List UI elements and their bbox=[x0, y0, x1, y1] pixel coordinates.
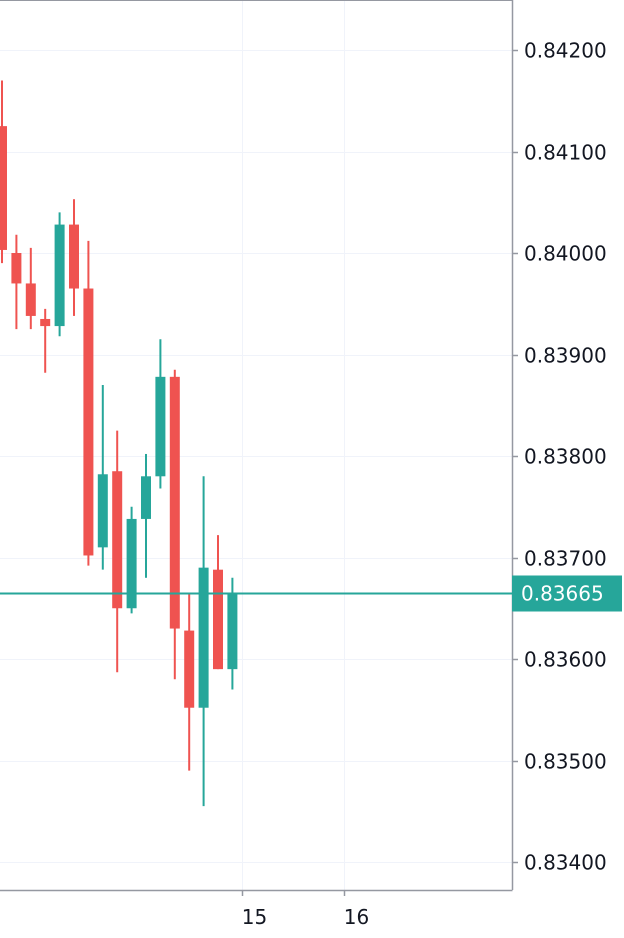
candle-body-down bbox=[213, 569, 223, 670]
candle-body-down bbox=[169, 376, 180, 629]
candle[interactable] bbox=[83, 240, 94, 566]
candle[interactable] bbox=[40, 308, 51, 373]
candle-body-up bbox=[198, 567, 209, 708]
candle[interactable] bbox=[126, 506, 137, 614]
y-tick-label: 0.84100 bbox=[524, 141, 607, 165]
candle[interactable] bbox=[54, 212, 65, 337]
candle-body-down bbox=[25, 283, 36, 316]
candle-body-up bbox=[126, 518, 137, 609]
candle[interactable] bbox=[198, 476, 209, 807]
candle[interactable] bbox=[112, 430, 123, 673]
candle[interactable] bbox=[69, 199, 79, 316]
candle-body-down bbox=[184, 630, 195, 708]
current-price-layer: 0.83665 bbox=[0, 575, 622, 612]
candle[interactable] bbox=[0, 80, 7, 264]
candle[interactable] bbox=[11, 234, 22, 330]
y-tick-label: 0.83700 bbox=[524, 547, 607, 571]
y-tick-label: 0.83500 bbox=[524, 750, 607, 774]
y-tick-label: 0.83900 bbox=[524, 344, 607, 368]
candle-body-up bbox=[54, 224, 65, 327]
candle[interactable] bbox=[97, 384, 108, 570]
candle-body-up bbox=[141, 476, 151, 519]
candle-body-down bbox=[11, 253, 22, 284]
candle-body-down bbox=[40, 318, 51, 327]
candle[interactable] bbox=[25, 247, 36, 330]
x-tick-label: 16 bbox=[344, 905, 369, 929]
candle-body-down bbox=[83, 288, 94, 556]
current-price-tag bbox=[512, 575, 622, 612]
candle[interactable] bbox=[184, 593, 195, 771]
candle-body-up bbox=[97, 474, 108, 548]
candle[interactable] bbox=[169, 369, 180, 680]
y-tick-label: 0.83600 bbox=[524, 648, 607, 672]
y-tick-label: 0.84000 bbox=[524, 242, 607, 266]
candle[interactable] bbox=[213, 535, 223, 670]
y-tick-label: 0.83400 bbox=[524, 851, 607, 875]
grid-layer bbox=[0, 0, 512, 890]
candle[interactable] bbox=[141, 453, 151, 578]
current-price-label: 0.83665 bbox=[521, 582, 604, 606]
candle-layer[interactable] bbox=[0, 80, 238, 807]
candle[interactable] bbox=[155, 339, 166, 489]
candle-body-up bbox=[155, 376, 166, 477]
candle-body-down bbox=[112, 471, 123, 609]
axis-layer: 0.84200 0.84100 0.84000 0.83900 0.83800 0.837… bbox=[0, 0, 607, 929]
candle-body-up bbox=[227, 593, 238, 670]
candle-body-down bbox=[69, 224, 79, 289]
candle-body-down bbox=[0, 126, 7, 250]
y-tick-label: 0.84200 bbox=[524, 39, 607, 63]
x-tick-label: 15 bbox=[242, 905, 267, 929]
y-tick-label: 0.83800 bbox=[524, 445, 607, 469]
candle[interactable] bbox=[227, 577, 238, 690]
